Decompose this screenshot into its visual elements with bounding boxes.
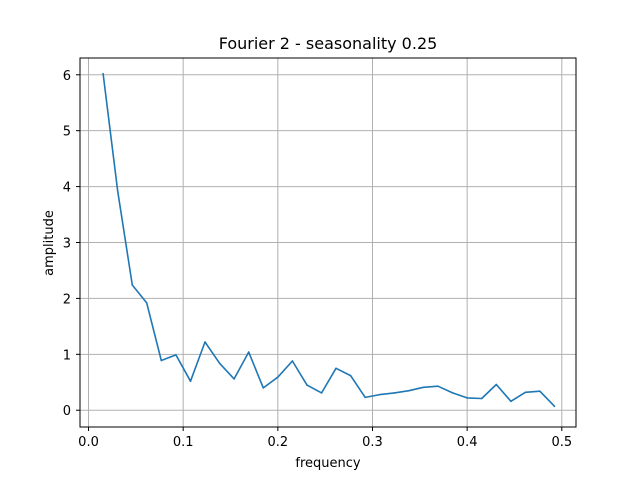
data-point [510, 400, 512, 403]
data-point [145, 302, 148, 304]
data-point [175, 354, 177, 356]
data-point [524, 391, 527, 394]
x-tick-label: 0.3 [362, 435, 383, 450]
data-point [102, 72, 104, 75]
series-line [102, 73, 556, 407]
x-tick-label: 0.5 [551, 435, 572, 450]
series-layer [102, 72, 556, 408]
y-tick-label: 5 [63, 125, 71, 140]
y-axis-label: amplitude [42, 210, 57, 276]
x-tick-label: 0.4 [457, 435, 478, 450]
data-point [189, 380, 192, 382]
data-point [160, 359, 163, 362]
data-point [495, 383, 498, 386]
data-point [131, 284, 134, 286]
x-axis-ticks: 0.0 0.1 0.2 0.3 0.4 0.5 [78, 427, 572, 450]
data-point [437, 385, 439, 387]
y-tick-label: 3 [63, 237, 71, 252]
y-tick-label: 6 [63, 69, 71, 84]
data-point [466, 397, 468, 399]
data-point [349, 374, 352, 377]
x-tick-label: 0.0 [78, 435, 99, 450]
grid-lines [80, 58, 576, 427]
data-point [306, 384, 308, 386]
x-tick-label: 0.1 [173, 435, 194, 450]
data-point [320, 392, 323, 394]
y-tick-label: 4 [63, 181, 71, 196]
data-point [451, 392, 454, 394]
data-point [116, 190, 119, 192]
data-point [247, 351, 250, 353]
y-axis-ticks: 0 1 2 3 4 5 6 [63, 69, 80, 419]
data-point [539, 390, 541, 393]
data-point [277, 376, 279, 379]
data-point [262, 387, 265, 389]
data-point [553, 405, 556, 408]
data-point [364, 396, 367, 399]
data-point [291, 360, 294, 362]
data-point [233, 378, 235, 380]
x-axis-label: frequency [295, 456, 361, 471]
y-tick-label: 0 [63, 404, 71, 419]
chart-title: Fourier 2 - seasonality 0.25 [219, 34, 438, 53]
y-tick-label: 1 [63, 348, 71, 363]
data-point [393, 392, 396, 394]
y-tick-label: 2 [63, 292, 71, 307]
data-point [218, 362, 221, 365]
data-point [422, 386, 425, 389]
data-point [335, 367, 337, 370]
data-point [408, 389, 410, 392]
data-point [378, 393, 381, 396]
data-point [480, 397, 483, 400]
x-tick-label: 0.2 [267, 435, 288, 450]
data-point [204, 341, 206, 343]
